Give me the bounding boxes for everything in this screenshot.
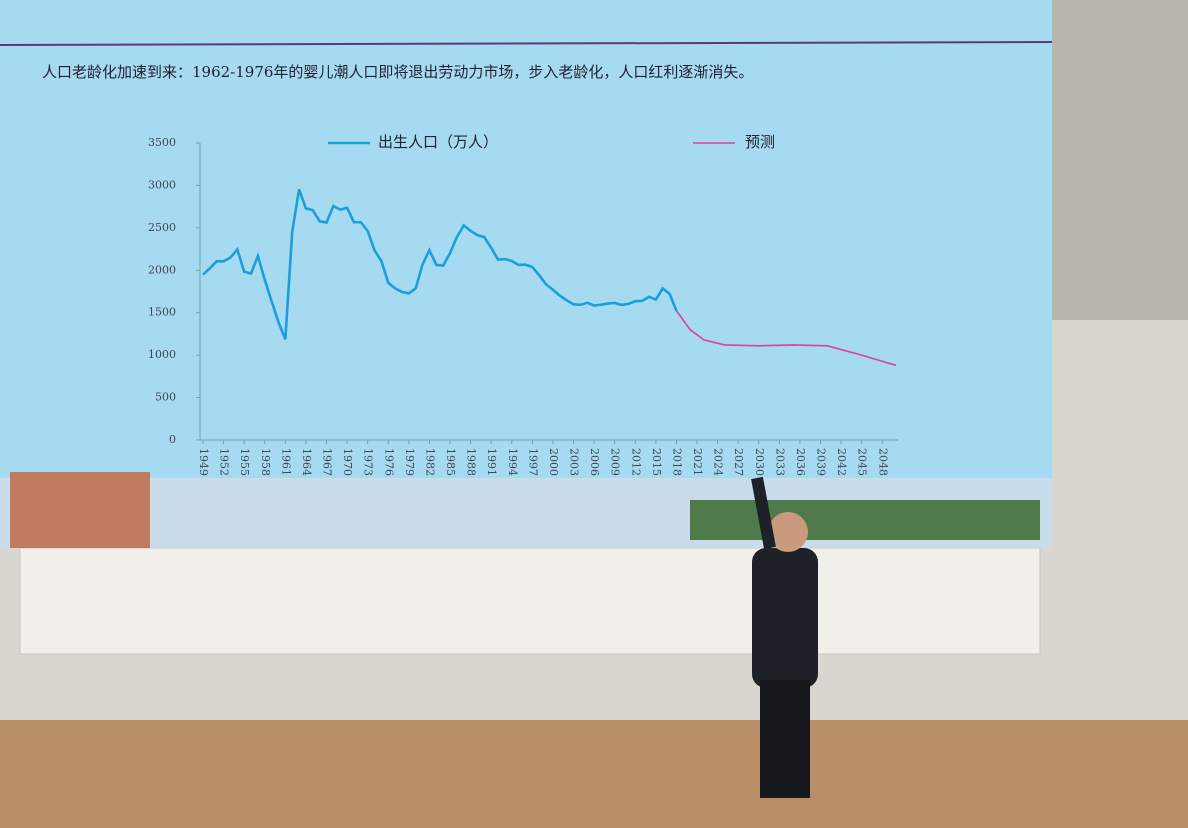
header-rule xyxy=(0,41,1053,46)
x-tick-label: 2000 xyxy=(547,448,560,476)
y-tick-label: 2000 xyxy=(148,263,176,276)
x-tick-label: 2006 xyxy=(588,448,601,476)
y-tick-label: 0 xyxy=(169,433,176,446)
screen xyxy=(0,0,1052,548)
trees-image xyxy=(690,500,1040,540)
wall-panel xyxy=(1050,0,1188,320)
x-tick-label: 2033 xyxy=(773,448,786,476)
x-tick-label: 2024 xyxy=(712,448,725,476)
y-tick-label: 1000 xyxy=(148,348,176,361)
legend-label: 出生人口（万人） xyxy=(378,133,498,151)
x-tick-label: 1949 xyxy=(197,448,210,476)
data-line xyxy=(202,188,678,340)
speaker-arm xyxy=(751,476,776,550)
y-tick-label: 3000 xyxy=(148,178,176,191)
x-tick-label: 2009 xyxy=(609,448,622,476)
x-tick-label: 1979 xyxy=(403,448,416,476)
grille xyxy=(19,547,1041,655)
y-tick-label: 1500 xyxy=(148,306,176,319)
x-tick-label: 1997 xyxy=(526,448,539,476)
legend-label: 预测 xyxy=(745,133,775,151)
y-tick-label: 500 xyxy=(155,391,176,404)
y-tick-label: 3500 xyxy=(148,136,176,149)
x-tick-label: 1952 xyxy=(218,448,231,476)
x-tick-label: 2018 xyxy=(670,448,683,476)
speaker xyxy=(751,476,818,798)
x-tick-label: 2030 xyxy=(753,448,766,476)
x-tick-label: 1961 xyxy=(279,448,292,476)
x-tick-label: 1970 xyxy=(341,448,354,476)
x-tick-label: 1994 xyxy=(506,448,519,476)
x-tick-label: 1982 xyxy=(423,448,436,476)
x-tick-label: 1991 xyxy=(485,448,498,476)
x-tick-label: 1988 xyxy=(465,448,478,476)
x-tick-label: 2027 xyxy=(732,448,745,476)
x-tick-label: 1958 xyxy=(259,448,272,476)
speaker-legs xyxy=(760,680,810,798)
x-tick-label: 1967 xyxy=(321,448,334,476)
x-tick-label: 2039 xyxy=(815,448,828,476)
x-tick-label: 1976 xyxy=(382,448,395,476)
speaker-head xyxy=(768,512,808,552)
data-line xyxy=(675,310,897,367)
x-tick-label: 2021 xyxy=(691,448,704,476)
x-tick-label: 2036 xyxy=(794,448,807,476)
speaker-body xyxy=(752,548,818,688)
chart-title: 人口老龄化加速到来：1962-1976年的婴儿潮人口即将退出劳动力市场，步入老龄… xyxy=(42,63,753,81)
y-tick-label: 2500 xyxy=(148,221,176,234)
floor xyxy=(0,720,1188,828)
x-tick-label: 1955 xyxy=(238,448,251,476)
x-tick-label: 2042 xyxy=(835,448,848,476)
x-tick-label: 2012 xyxy=(629,448,642,476)
x-tick-label: 2045 xyxy=(856,448,869,476)
x-tick-label: 2015 xyxy=(650,448,663,476)
x-tick-label: 1973 xyxy=(362,448,375,476)
x-tick-label: 2048 xyxy=(876,448,889,476)
building-image xyxy=(10,472,150,548)
x-tick-label: 1964 xyxy=(300,448,313,476)
x-tick-label: 2003 xyxy=(568,448,581,476)
x-tick-label: 1985 xyxy=(444,448,457,476)
